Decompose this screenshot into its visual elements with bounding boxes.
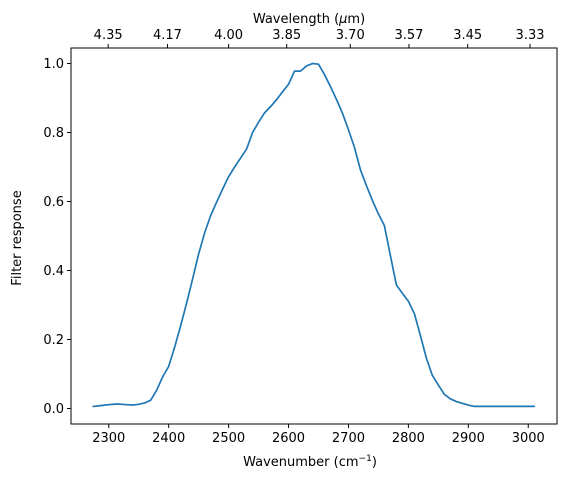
top-tick-label: 4.17 bbox=[153, 28, 182, 43]
y-tick-label: 0.2 bbox=[43, 333, 64, 348]
y-axis: 0.0 0.2 0.4 0.6 0.8 1.0 bbox=[43, 57, 71, 417]
y-tick-label: 1.0 bbox=[43, 57, 64, 72]
x-axis-title: Wavenumber (cm−1) bbox=[243, 454, 377, 470]
x-tick-label: 2600 bbox=[272, 431, 305, 446]
x-tick-label: 2400 bbox=[152, 431, 185, 446]
y-tick-label: 0.8 bbox=[43, 126, 64, 141]
y-tick-label: 0.4 bbox=[43, 264, 64, 279]
x-tick-label: 2700 bbox=[332, 431, 365, 446]
top-tick-label: 3.45 bbox=[453, 28, 482, 43]
x-tick-label: 3000 bbox=[512, 431, 545, 446]
top-tick-label: 3.57 bbox=[395, 28, 424, 43]
y-tick-label: 0.0 bbox=[43, 402, 64, 417]
x-tick-label: 2500 bbox=[212, 431, 245, 446]
top-x-axis: 4.35 4.17 4.00 3.85 3.70 3.57 3.45 3.33 bbox=[94, 28, 545, 48]
top-tick-label: 4.35 bbox=[94, 28, 123, 43]
x-tick-label: 2900 bbox=[452, 431, 485, 446]
x-tick-label: 2800 bbox=[392, 431, 425, 446]
x-tick-label: 2300 bbox=[92, 431, 125, 446]
bottom-x-axis: 2300 2400 2500 2600 2700 2800 2900 3000 bbox=[92, 424, 545, 446]
top-tick-label: 3.70 bbox=[336, 28, 365, 43]
top-tick-label: 3.85 bbox=[272, 28, 301, 43]
y-tick-label: 0.6 bbox=[43, 195, 64, 210]
top-tick-label: 4.00 bbox=[214, 28, 243, 43]
y-axis-title: Filter response bbox=[10, 190, 25, 285]
top-x-axis-title: Wavelength (μm) bbox=[253, 12, 365, 27]
plot-area bbox=[70, 47, 558, 425]
top-tick-label: 3.33 bbox=[516, 28, 545, 43]
filter-response-line bbox=[92, 62, 536, 408]
